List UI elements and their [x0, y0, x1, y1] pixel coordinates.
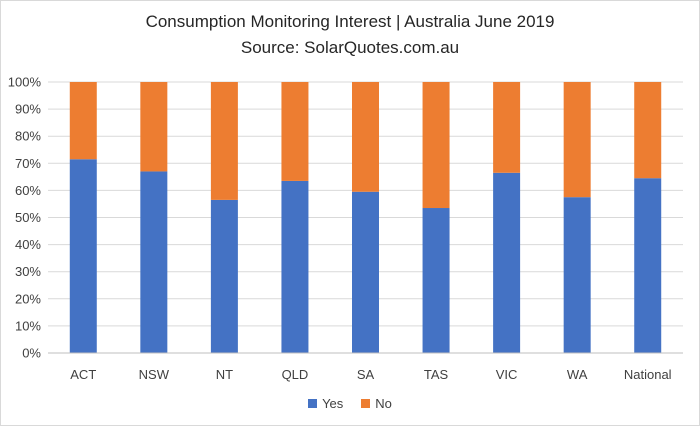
bar-yes [69, 159, 97, 353]
y-tick-label: 60% [15, 183, 41, 198]
legend-item-no: No [361, 396, 392, 411]
legend: Yes No [1, 396, 699, 411]
legend-label-yes: Yes [322, 396, 344, 411]
bar-yes [634, 178, 662, 353]
x-tick-label: ACT [70, 367, 96, 382]
y-tick-label: 20% [15, 291, 41, 306]
bar-no [352, 82, 379, 192]
bar-yes [563, 197, 591, 353]
y-tick-label: 100% [8, 75, 42, 90]
bar-no [281, 82, 309, 181]
x-tick-label: NSW [139, 367, 170, 382]
x-tick-label: SA [357, 367, 375, 382]
bar-yes [210, 199, 238, 353]
bar-yes [352, 191, 379, 353]
bar-yes [493, 172, 521, 353]
bar-no [493, 82, 521, 173]
bar-yes [140, 171, 168, 353]
x-tick-label: TAS [424, 367, 449, 382]
x-tick-label: National [624, 367, 672, 382]
y-tick-label: 50% [15, 210, 41, 225]
y-tick-label: 70% [15, 156, 41, 171]
x-tick-label: NT [216, 367, 233, 382]
bar-no [422, 82, 450, 209]
bar-no [140, 82, 168, 172]
bar-no [69, 82, 97, 160]
chart-subtitle: Source: SolarQuotes.com.au [240, 38, 460, 57]
y-tick-label: 40% [15, 237, 41, 252]
bar-yes [281, 180, 309, 353]
x-tick-label: QLD [282, 367, 309, 382]
bar-no [634, 82, 662, 179]
legend-label-no: No [375, 396, 392, 411]
y-tick-label: 30% [15, 264, 41, 279]
legend-swatch-no [361, 399, 371, 408]
bar-yes [422, 208, 450, 353]
y-tick-label: 80% [15, 129, 41, 144]
chart-title: Consumption Monitoring Interest | Austra… [145, 12, 555, 31]
bar-no [210, 82, 238, 200]
legend-swatch-yes [308, 399, 318, 408]
bar-no [563, 82, 591, 198]
y-tick-label: 10% [15, 318, 41, 333]
x-tick-label: WA [567, 367, 588, 382]
y-tick-label: 0% [22, 346, 41, 361]
y-tick-label: 90% [15, 102, 41, 117]
legend-item-yes: Yes [308, 396, 343, 411]
x-tick-label: VIC [496, 367, 518, 382]
